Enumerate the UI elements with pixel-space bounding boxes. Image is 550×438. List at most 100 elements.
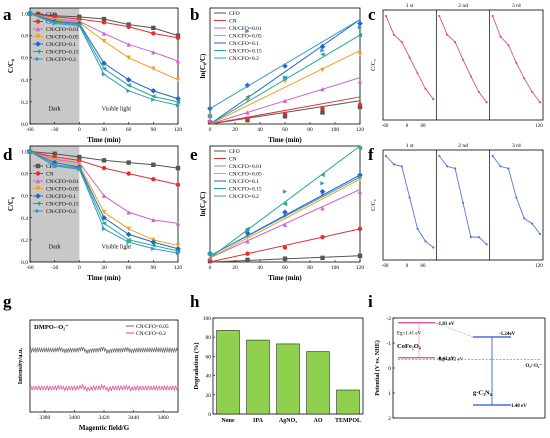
data-point [77,167,82,172]
data-point [151,97,156,102]
light-annotation: Visible light [102,245,132,251]
data-point [320,110,325,115]
data-point [101,221,107,226]
x-axis-label: Time (min) [268,274,302,282]
legend-label: CN/CFO=0.2 [229,194,259,200]
x-axis-label: Time (min) [87,136,121,144]
x-tick-label: 0 [406,264,409,269]
data-point [319,43,326,50]
legend-label: CN/CFO=0.15 [229,187,262,193]
data-point [125,77,132,83]
data-point [27,149,33,154]
y-axis-label: Degradation (%) [193,342,200,389]
x-tick-label: 20 [232,127,238,133]
panel-letter-c: c [368,5,376,24]
legend-label: CN/CFO=0.2 [136,331,166,337]
data-point [523,217,526,220]
data-point [531,90,534,94]
y-tick-label: -2 [386,316,391,322]
data-point [207,114,213,119]
data-point [438,14,441,18]
gap-label: Eg=1.41 eV [397,331,422,336]
legend-marker [35,171,41,176]
material-label: g-C₃N₄ [473,389,492,396]
x-tick-label: 60 [126,127,132,133]
category-label: AO [314,418,323,424]
data-point [538,101,542,104]
data-point [245,228,250,234]
data-point [101,215,107,221]
data-point [507,167,510,170]
legend-label: CN/CFO=0.1 [46,42,76,48]
fit-line [209,176,361,257]
y-axis-label: Intensity/a.u. [17,347,24,384]
data-point [245,251,250,256]
legend-label: CN/CFO=0.05 [46,35,79,41]
y-axis-label: ln(C₀/C) [199,191,207,216]
x-tick-label: 120 [535,264,543,269]
level-label: -1.24eV [499,332,516,337]
legend-label: CN/CFO=0.1 [229,41,259,47]
cycle-line [492,155,541,235]
legend-marker [35,193,41,199]
data-point [77,23,82,28]
data-point [357,25,363,30]
x-tick-label: 60 [282,265,288,271]
data-point [151,66,156,71]
data-point [175,33,181,38]
cycle-label: 1 st [406,143,414,149]
data-point [52,163,57,169]
data-point [245,116,250,121]
data-point [52,14,57,20]
legend-label: CN [46,172,54,178]
legend-marker [35,163,41,169]
legend-marker [35,49,41,54]
legend-marker [35,178,41,184]
data-point [151,25,156,31]
data-point [357,20,363,27]
data-point [101,226,107,232]
x-tick-label: 60 [421,124,427,129]
legend-label: CN [46,20,54,26]
panel-letter-e: e [190,145,198,164]
data-point [461,201,465,204]
x-tick-label: 3380 [39,415,50,421]
x-tick-label: 0 [209,127,212,133]
x-tick-label: 0 [406,124,409,129]
data-point [469,75,472,78]
data-point [151,94,156,99]
data-point [101,165,107,171]
level-label: -0.41 eV [437,357,455,362]
data-point [446,33,449,36]
y-axis-label: C/C₀ [371,59,377,71]
legend-label: CN/CFO=0.1 [229,179,259,185]
redox-label: O₂/·O₂⁻ [526,364,543,369]
data-point [101,72,107,77]
y-axis-label: ln(C₀/C) [199,53,207,78]
cycle-label: 2 nd [458,143,468,149]
panel-letter-f: f [368,145,374,164]
data-point [357,52,363,57]
x-tick-label: 60 [126,265,132,271]
legend-label: CN/CFO=0.2 [46,57,76,63]
data-point [320,255,325,261]
panel-letter-b: b [190,5,199,24]
panel-a: -60 -30 0 30 60 90 120 0.0 0.2 0.4 0.6 0.8 1.0 Time (… [7,7,182,144]
y-axis-label: C/C₀ [7,197,15,211]
cycle-label: 1 st [406,3,414,9]
fit-line [209,34,361,125]
x-tick-label: 3440 [128,415,139,421]
data-point [357,104,363,110]
x-tick-label: 100 [331,127,340,133]
data-point [151,49,156,55]
data-point [151,31,156,36]
x-tick-label: 120 [356,127,365,133]
data-point [126,226,131,232]
legend-marker [35,201,41,206]
category-label: None [221,418,235,424]
data-point [538,232,542,236]
x-tick-label: 30 [101,127,107,133]
panel-i: -2 -1 0 1 2 Potential (V vs. NHE) -1.81 eV -0.4… [374,316,546,422]
dark-annotation: Dark [49,107,61,113]
data-point [151,176,156,182]
